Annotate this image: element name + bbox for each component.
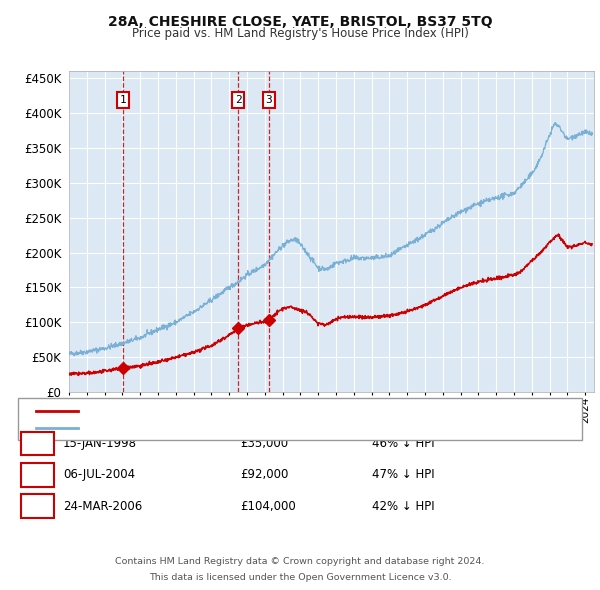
Text: 46% ↓ HPI: 46% ↓ HPI — [372, 437, 434, 450]
Text: Contains HM Land Registry data © Crown copyright and database right 2024.: Contains HM Land Registry data © Crown c… — [115, 557, 485, 566]
Text: 15-JAN-1998: 15-JAN-1998 — [63, 437, 137, 450]
Text: £92,000: £92,000 — [240, 468, 289, 481]
Text: 1: 1 — [120, 95, 127, 105]
Text: 28A, CHESHIRE CLOSE, YATE, BRISTOL, BS37 5TQ (semi-detached house): 28A, CHESHIRE CLOSE, YATE, BRISTOL, BS37… — [84, 406, 464, 415]
Text: Price paid vs. HM Land Registry's House Price Index (HPI): Price paid vs. HM Land Registry's House … — [131, 27, 469, 40]
Text: 42% ↓ HPI: 42% ↓ HPI — [372, 500, 434, 513]
Text: 2: 2 — [34, 468, 41, 481]
Text: £104,000: £104,000 — [240, 500, 296, 513]
Text: HPI: Average price, semi-detached house, South Gloucestershire: HPI: Average price, semi-detached house,… — [84, 423, 421, 433]
Text: 2: 2 — [235, 95, 242, 105]
Text: 24-MAR-2006: 24-MAR-2006 — [63, 500, 142, 513]
Text: 47% ↓ HPI: 47% ↓ HPI — [372, 468, 434, 481]
Text: This data is licensed under the Open Government Licence v3.0.: This data is licensed under the Open Gov… — [149, 572, 451, 582]
Text: 06-JUL-2004: 06-JUL-2004 — [63, 468, 135, 481]
Text: 3: 3 — [34, 500, 41, 513]
Text: £35,000: £35,000 — [240, 437, 288, 450]
Text: 1: 1 — [34, 437, 41, 450]
Text: 28A, CHESHIRE CLOSE, YATE, BRISTOL, BS37 5TQ: 28A, CHESHIRE CLOSE, YATE, BRISTOL, BS37… — [107, 15, 493, 29]
Text: 3: 3 — [265, 95, 272, 105]
